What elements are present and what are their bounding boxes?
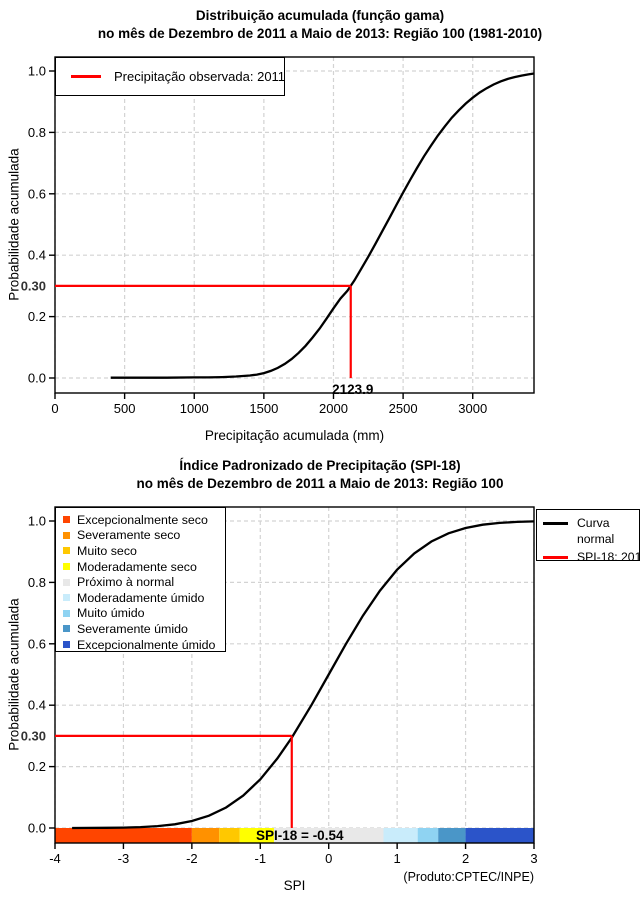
category-label: Severamente seco <box>77 528 181 543</box>
y-tick-label: 0.2 <box>28 309 46 324</box>
x-tick-label: -2 <box>186 851 198 866</box>
marker-probability-label: 0.30 <box>21 728 46 743</box>
spi-value-annotation: SPI-18 = -0.54 <box>256 828 344 843</box>
x-axis-label: SPI <box>283 878 306 893</box>
plot-box <box>54 506 535 844</box>
x-tick-label: -1 <box>255 851 267 866</box>
y-tick-label: 0.8 <box>28 575 46 590</box>
legend-item: Muito seco <box>63 543 225 559</box>
legend-observed-label: Precipitação observada: 2011 <box>114 69 286 84</box>
category-color-swatch <box>63 609 70 617</box>
line-sample <box>543 522 568 525</box>
colorbar-segment <box>383 828 418 843</box>
cdf-curve <box>110 72 535 379</box>
legend-item: Excepcionalmente seco <box>63 512 225 528</box>
title-line2: no mês de Dezembro de 2011 a Maio de 201… <box>97 26 543 41</box>
category-label: Muito úmido <box>77 606 145 621</box>
legend-curves: Curva normal SPI-18: 2011 <box>536 509 640 564</box>
x-tick-label: 1 <box>394 851 401 866</box>
colorbar-segment <box>239 828 274 843</box>
category-label: Moderadamente úmido <box>77 590 205 605</box>
category-color-swatch <box>63 625 70 633</box>
red-line-sample <box>71 75 101 78</box>
colorbar-segment <box>273 828 384 843</box>
category-label: Excepcionalmente úmido <box>77 637 216 652</box>
chart-title-gamma: Distribuição acumulada (função gama) no … <box>0 7 640 43</box>
colorbar-segment <box>438 828 466 843</box>
legend-spi-categories: Excepcionalmente seco Severamente seco Mui… <box>55 507 226 652</box>
category-color-swatch <box>63 531 70 539</box>
x-tick-label: 1000 <box>180 401 209 416</box>
category-label: Próximo à normal <box>77 575 175 590</box>
y-tick-label: 0.0 <box>28 371 46 386</box>
legend-item: Moderadamente úmido <box>63 590 225 606</box>
y-tick-label: 0.2 <box>28 759 46 774</box>
category-color-swatch <box>63 594 70 602</box>
legend-item: Severamente úmido <box>63 621 225 637</box>
category-label: Severamente úmido <box>77 621 188 636</box>
y-tick-label: 0.8 <box>28 125 46 140</box>
legend-item: Moderadamente seco <box>63 559 225 575</box>
spi-cdf-plot: -4 -3 -2 -1 0 1 2 3 0.0 0.2 0.4 0.6 0.8 1.0 0.30 SPI-18… <box>21 506 538 866</box>
credit-text: (Produto:CPTEC/INPE) <box>403 870 534 884</box>
marker-probability-label: 0.30 <box>21 278 46 293</box>
x-tick-label: 2 <box>462 851 469 866</box>
x-tick-label: 0 <box>51 401 58 416</box>
legend-item: Próximo à normal <box>63 574 225 590</box>
legend-item: Curva normal <box>543 516 639 547</box>
panel-gamma-distribution: 0 500 1000 1500 2000 2500 3000 0.0 0.2 0.4 0.6 0.8 1… <box>0 7 640 443</box>
legend-line-label: Curva normal <box>577 516 615 546</box>
legend-item: Muito úmido <box>63 606 225 622</box>
y-tick-label: 1.0 <box>28 514 46 529</box>
title-line2: no mês de Dezembro de 2011 a Maio de 201… <box>136 476 504 491</box>
colorbar-segment <box>191 828 220 843</box>
legend-item: Severamente seco <box>63 528 225 544</box>
legend-line-label: SPI-18: 2011 <box>577 550 640 564</box>
category-color-swatch <box>63 516 70 524</box>
gamma-cdf-plot: 0 500 1000 1500 2000 2500 3000 0.0 0.2 0.4 0.6 0.8 1… <box>21 56 535 416</box>
category-label: Excepcionalmente seco <box>77 512 208 527</box>
y-tick-label: 0.6 <box>28 636 46 651</box>
panel-spi-index: -4 -3 -2 -1 0 1 2 3 0.0 0.2 0.4 0.6 0.8 1.0 0.30 SPI-18… <box>0 450 640 900</box>
x-tick-label: 1500 <box>249 401 278 416</box>
chart-title-spi: Índice Padronizado de Precipitação (SPI-… <box>0 457 640 493</box>
legend-observed-precipitation: Precipitação observada: 2011 <box>55 57 285 96</box>
marker-value-label: 2123.9 <box>332 382 373 397</box>
y-tick-label: 0.4 <box>28 698 46 713</box>
cdf-curve <box>72 520 535 830</box>
title-line1: Distribuição acumulada (função gama) <box>195 8 445 23</box>
category-label: Muito seco <box>77 543 137 558</box>
plot-box <box>54 56 535 394</box>
title-line1: Índice Padronizado de Precipitação (SPI-… <box>179 458 461 473</box>
category-color-swatch <box>63 547 70 555</box>
y-tick-label: 1.0 <box>28 64 46 79</box>
y-tick-label: 0.0 <box>28 821 46 836</box>
category-color-swatch <box>63 563 70 571</box>
legend-item: SPI-18: 2011 <box>543 550 640 566</box>
x-tick-label: 3 <box>530 851 537 866</box>
colorbar-segment <box>465 828 534 843</box>
category-label: Moderadamente seco <box>77 559 197 574</box>
colorbar-segment <box>417 828 439 843</box>
y-axis-label: Probabilidade acumulada <box>6 598 22 751</box>
x-tick-label: 3000 <box>458 401 487 416</box>
legend-item: Excepcionalmente úmido <box>63 637 225 653</box>
category-color-swatch <box>63 578 70 586</box>
y-axis-label: Probabilidade acumulada <box>6 148 22 301</box>
x-tick-label: 500 <box>114 401 136 416</box>
x-tick-label: -4 <box>49 851 61 866</box>
colorbar-segment <box>219 828 240 843</box>
x-tick-label: -3 <box>118 851 130 866</box>
x-axis-label: Precipitação acumulada (mm) <box>204 428 385 443</box>
x-tick-label: 2500 <box>389 401 418 416</box>
category-color-swatch <box>63 641 70 649</box>
y-tick-label: 0.6 <box>28 186 46 201</box>
colorbar-segment <box>55 828 192 843</box>
y-tick-label: 0.4 <box>28 248 46 263</box>
line-sample <box>543 556 568 559</box>
x-tick-label: 2000 <box>319 401 348 416</box>
x-tick-label: 0 <box>325 851 332 866</box>
